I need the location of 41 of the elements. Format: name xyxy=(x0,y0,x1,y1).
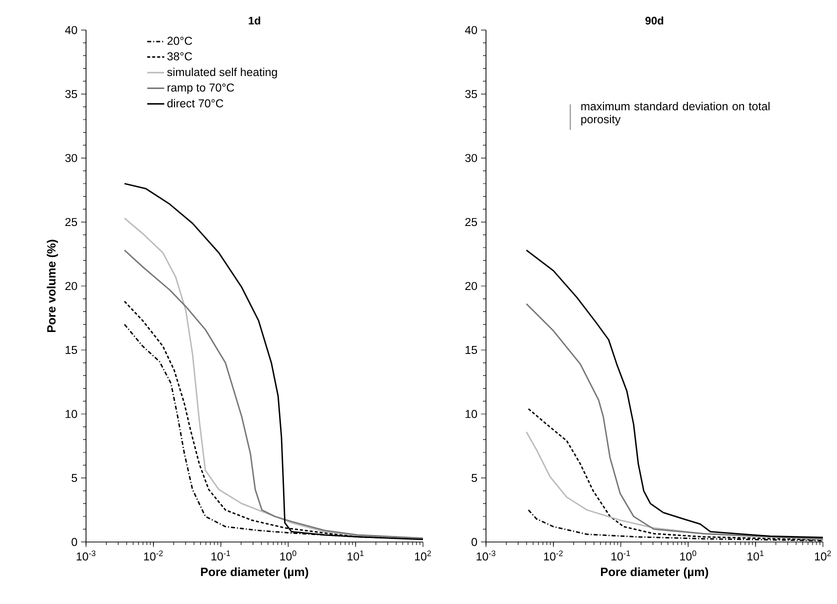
y-tick-label: 0 xyxy=(472,538,478,546)
y-tick-label: 35 xyxy=(65,90,78,98)
y-tick-label: 40 xyxy=(65,26,78,34)
x-axis-title: Pore diameter (µm) xyxy=(601,567,708,579)
legend-label: ramp to 70°C xyxy=(168,84,234,94)
x-tick-label: 10$^{-1}$ xyxy=(611,550,630,560)
y-tick-label: 40 xyxy=(465,26,478,34)
x-tick-label: 10$^{-1}$ xyxy=(212,550,230,560)
legend-label: 38°C xyxy=(167,52,192,60)
x-tick-label: 10$^{2}$ xyxy=(415,550,431,561)
x-tick-label: 10$^{-2}$ xyxy=(544,550,563,561)
annotation: maximum standard deviation on total porosity xyxy=(581,102,770,126)
x-axis-title: Pore diameter (µm) xyxy=(201,567,308,579)
x-tick-label: 10$^{0}$ xyxy=(680,550,696,561)
chart-title: 1d xyxy=(248,16,260,25)
y-tick-label: 15 xyxy=(466,346,478,354)
x-tick-label: 10$^{-2}$ xyxy=(144,550,163,561)
x-tick-label: 10$^{-3}$ xyxy=(76,550,96,561)
x-tick-label: 10$^{2}$ xyxy=(814,550,831,561)
legend-label: 20°C xyxy=(167,36,192,45)
x-tick-label: 10$^{0}$ xyxy=(280,550,296,561)
y-tick-label: 0 xyxy=(72,538,78,546)
y-tick-label: 25 xyxy=(465,218,478,226)
legend-label: simulated self heating xyxy=(167,68,277,78)
y-tick-label: 25 xyxy=(65,218,78,226)
y-tick-label: 30 xyxy=(65,154,78,162)
y-tick-label: 35 xyxy=(465,90,478,98)
y-tick-label: 5 xyxy=(472,474,478,482)
y-tick-label: 20 xyxy=(465,282,478,290)
chart-title: 90d xyxy=(645,16,664,25)
y-tick-label: 10 xyxy=(466,410,478,418)
x-tick-label: 10$^{1}$ xyxy=(748,550,764,560)
legend-label: direct 70°C xyxy=(167,98,224,108)
x-tick-label: 10$^{-3}$ xyxy=(476,550,496,561)
y-tick-label: 10 xyxy=(66,410,78,418)
x-tick-label: 10$^{1}$ xyxy=(348,550,364,560)
y-tick-label: 15 xyxy=(66,346,78,354)
y-tick-label: 5 xyxy=(72,474,78,482)
y-axis-title: Pore volume (%) xyxy=(46,240,58,332)
y-tick-label: 30 xyxy=(465,154,478,162)
y-tick-label: 20 xyxy=(65,282,78,290)
